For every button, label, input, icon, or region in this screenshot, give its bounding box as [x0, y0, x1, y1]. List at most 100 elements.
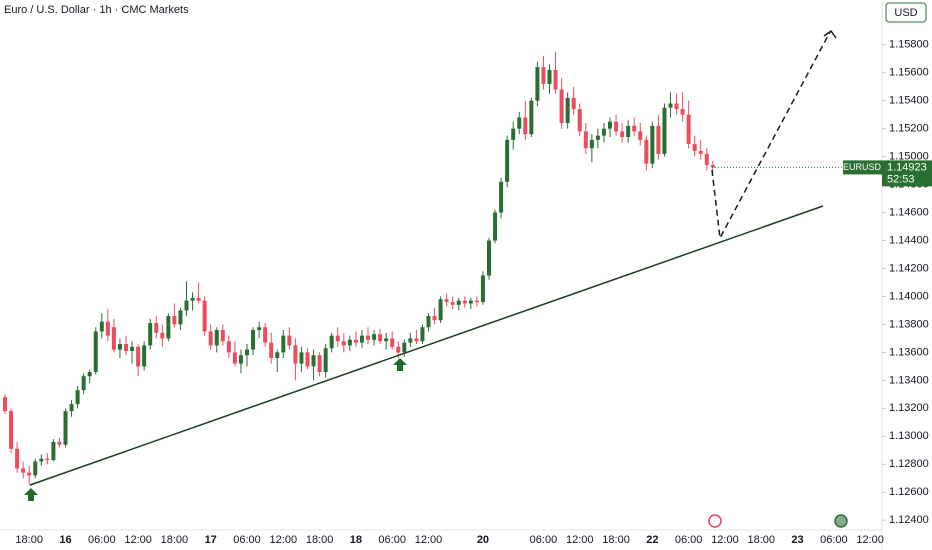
candle-body — [680, 109, 685, 115]
candle-body — [45, 458, 50, 461]
candle-body — [39, 458, 44, 462]
candle-body — [226, 341, 231, 353]
y-tick-label: 1.13600 — [889, 346, 929, 358]
candle-body — [462, 300, 467, 304]
candle-body — [293, 345, 298, 364]
candle-body — [202, 300, 207, 332]
candle-body — [305, 352, 310, 367]
x-tick-label: 17 — [205, 534, 217, 546]
candle-body — [480, 275, 485, 303]
candle-body — [117, 344, 122, 350]
candle-body — [287, 335, 292, 346]
candle-body — [662, 107, 667, 154]
y-tick-label: 1.15800 — [889, 39, 929, 51]
candle-body — [378, 334, 383, 342]
candle-body — [329, 335, 334, 349]
x-tick-label: 20 — [477, 534, 489, 546]
y-tick-label: 1.15400 — [889, 95, 929, 107]
candle-body — [493, 212, 498, 241]
candle-body — [420, 327, 425, 342]
candle-body — [317, 355, 322, 372]
price-badge — [882, 160, 932, 187]
candle-body — [499, 181, 504, 213]
currency-label: USD — [894, 7, 917, 19]
candle-body — [704, 153, 709, 166]
candle-body — [105, 321, 110, 336]
candle-body — [559, 89, 564, 124]
candle-body — [124, 344, 128, 352]
candle-body — [601, 128, 606, 136]
event-icon[interactable] — [834, 514, 848, 528]
candle-body — [565, 97, 570, 124]
y-tick-label: 1.14600 — [889, 206, 929, 218]
y-tick-label: 1.12800 — [889, 458, 929, 470]
candle-body — [238, 355, 243, 364]
candle-body — [148, 323, 153, 346]
candle-body — [208, 331, 213, 346]
candle-body — [444, 299, 449, 303]
candle-body — [263, 327, 268, 343]
candle-body — [426, 316, 431, 328]
candle-body — [299, 352, 304, 364]
candle-body — [456, 300, 461, 305]
candle-body — [160, 332, 165, 339]
candle-body — [335, 335, 340, 342]
candle-body — [251, 330, 256, 350]
candle-body — [269, 342, 274, 358]
x-tick-label: 18:00 — [602, 534, 630, 546]
candle-body — [583, 131, 588, 149]
candle-body — [692, 144, 697, 152]
candle-body — [27, 472, 32, 476]
y-tick-label: 1.15600 — [889, 67, 929, 79]
candle-body — [547, 69, 552, 84]
y-tick-label: 1.14400 — [889, 234, 929, 246]
event-icon[interactable] — [708, 514, 722, 528]
candle-body — [474, 300, 479, 303]
candle-body — [257, 327, 262, 331]
candle-body — [51, 441, 56, 461]
x-tick-label: 06:00 — [378, 534, 406, 546]
arrow-head — [823, 29, 837, 39]
x-tick-label: 18:00 — [15, 534, 43, 546]
candle-body — [668, 103, 673, 108]
projection-arrow — [711, 31, 831, 241]
candle-body — [390, 338, 395, 347]
y-tick-label: 1.13000 — [889, 430, 929, 442]
candle-body — [184, 300, 189, 311]
candle-body — [432, 316, 437, 321]
candle-body — [190, 297, 195, 301]
candle-body — [232, 352, 237, 364]
candle-body — [638, 131, 643, 140]
candle-body — [130, 346, 135, 352]
candle-body — [571, 97, 576, 110]
candle-body — [505, 139, 510, 182]
x-tick-label: 12:00 — [566, 534, 594, 546]
candle-body — [220, 330, 225, 342]
candle-body — [608, 121, 612, 129]
y-tick-label: 1.12400 — [889, 514, 929, 526]
candle-body — [166, 316, 171, 339]
currency-button[interactable] — [885, 2, 927, 23]
x-tick-label: 22 — [646, 534, 658, 546]
candle-body — [57, 441, 62, 445]
y-tick-label: 1.15200 — [889, 123, 929, 135]
candle-body — [87, 371, 92, 377]
candle-body — [111, 327, 116, 350]
candle-body — [372, 334, 377, 340]
x-tick-label: 12:00 — [856, 534, 884, 546]
candle-body — [142, 345, 147, 367]
candle-body — [311, 355, 316, 367]
candle-body — [698, 151, 703, 154]
candle-body — [517, 117, 522, 129]
candle-body — [589, 139, 594, 149]
up-arrow-icon — [393, 358, 407, 371]
x-tick-label: 12:00 — [711, 534, 739, 546]
y-tick-label: 1.13400 — [889, 374, 929, 386]
candle-body — [214, 330, 219, 346]
candle-body — [438, 299, 443, 321]
candle-body — [402, 342, 407, 353]
candle-body — [154, 323, 159, 333]
candle-body — [656, 125, 661, 154]
candle-body — [614, 121, 619, 132]
candle-body — [384, 338, 389, 342]
